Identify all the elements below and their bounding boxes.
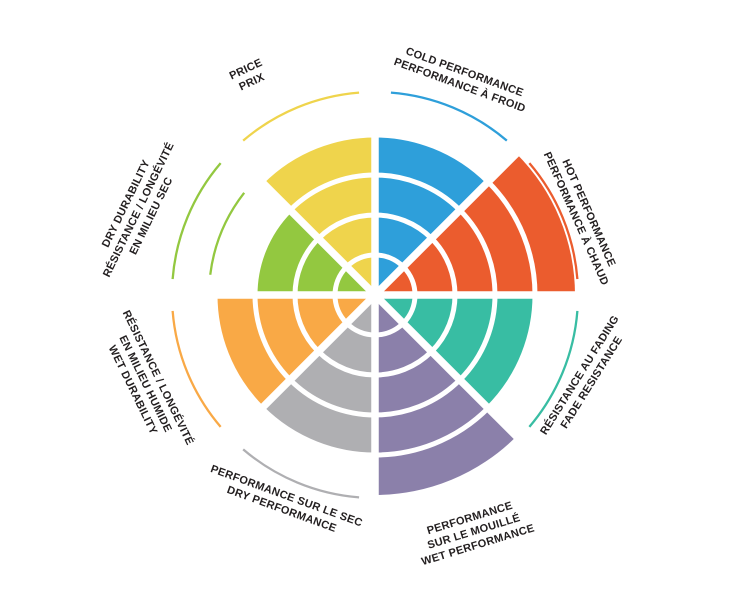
- spoke-separator-225: [218, 292, 378, 452]
- arc-dry-durability: [171, 162, 222, 280]
- arc-cold-performance: [390, 91, 508, 142]
- arc-fade-resistance: [528, 310, 579, 428]
- arc-wet-durability: [171, 310, 222, 428]
- arc-hot-performance: [528, 162, 579, 280]
- arc-dry-performance: [242, 448, 360, 499]
- arc-price: [242, 91, 360, 142]
- segment-cold-performance-wedge: [375, 135, 489, 295]
- segment-dry-durability-wedge: [255, 210, 375, 295]
- segment-wet-durability-wedge: [215, 295, 375, 409]
- spoke-separator-315: [218, 138, 378, 298]
- segment-dry-performance-wedge: [261, 295, 375, 455]
- spoke-separator-45: [372, 138, 532, 298]
- segment-fade-resistance-wedge: [375, 295, 535, 409]
- inner-arc-dry-durability: [209, 192, 246, 275]
- center-dot: [366, 286, 384, 304]
- segment-price-wedge: [261, 135, 375, 295]
- spoke-separator-135: [372, 292, 532, 452]
